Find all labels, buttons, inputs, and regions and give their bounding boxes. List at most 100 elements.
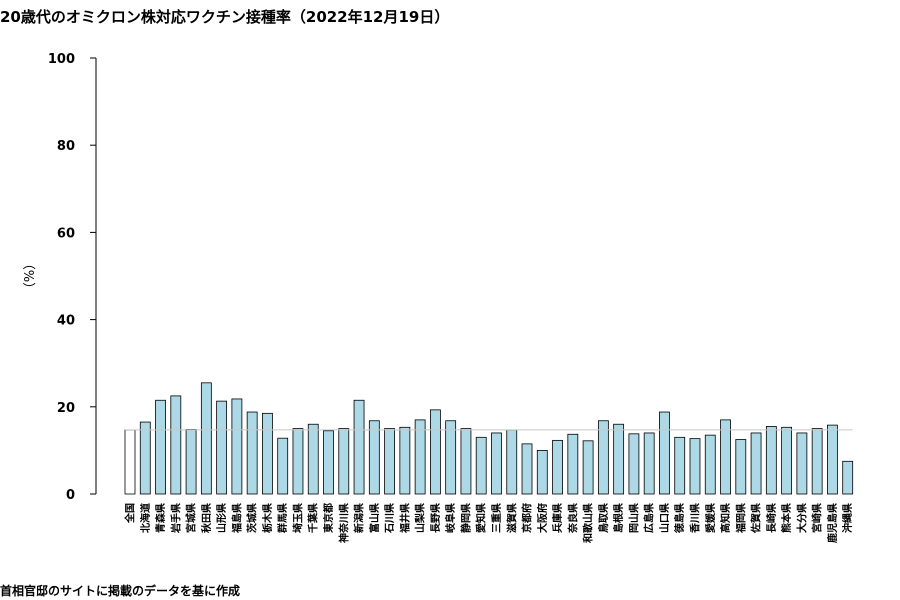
bar: [521, 443, 533, 495]
x-tick-label: 三重県: [490, 503, 503, 533]
bar: [811, 428, 823, 495]
x-axis-labels: 全国 北海道 青森県 岩手県 宮城県 秋田県 山形県 福島県 茨城県 栃木県 群馬県 埼玉県 千葉県 東京…: [124, 503, 855, 544]
bar: [704, 434, 716, 495]
x-tick-label: 北海道: [139, 503, 152, 533]
x-tick-label: 石川県: [383, 503, 396, 534]
x-tick-label: 高知県: [719, 503, 732, 533]
bar: [506, 429, 518, 495]
bar: [765, 426, 777, 495]
bar: [246, 411, 258, 495]
x-tick-label: 香川県: [688, 503, 701, 533]
y-tick-label: 20: [57, 401, 75, 416]
bar: [720, 419, 731, 495]
x-tick-label: 宮城県: [185, 503, 198, 533]
x-tick-label: 大阪府: [536, 503, 549, 533]
x-tick-label: 大分県: [795, 503, 808, 533]
x-tick-label: 鹿児島県: [826, 503, 839, 543]
x-tick-label: 山口県: [658, 503, 671, 533]
bar: [155, 399, 166, 495]
x-tick-label: 熊本県: [780, 503, 793, 533]
bar: [689, 438, 701, 495]
bar: [384, 428, 395, 495]
x-tick-label: 京都府: [521, 503, 534, 533]
bar: [307, 423, 319, 495]
bar: [292, 428, 304, 495]
bar: [781, 426, 793, 495]
bar: [567, 433, 579, 495]
chart-title: 20歳代のオミクロン株対応ワクチン接種率（2022年12月19日）: [0, 8, 450, 26]
x-tick-label: 長野県: [429, 503, 442, 533]
x-tick-label: 神奈川県: [337, 503, 350, 543]
x-tick-label: 富山県: [368, 503, 381, 533]
bar: [827, 424, 838, 495]
x-tick-label: 愛媛県: [704, 503, 717, 533]
x-tick-label: 福島県: [230, 503, 243, 534]
bar: [185, 429, 197, 495]
bar: [659, 411, 670, 495]
bar: [597, 420, 609, 495]
bar: [842, 460, 854, 495]
x-tick-label: 奈良県: [566, 503, 579, 534]
x-tick-label: 広島県: [643, 503, 656, 533]
x-tick-label: 島根県: [612, 503, 625, 533]
x-tick-label: 岐阜県: [444, 503, 457, 533]
y-axis-label: （%）: [23, 257, 38, 295]
bar: [628, 433, 640, 495]
x-tick-label: 青森県: [154, 503, 167, 533]
bar: [735, 439, 747, 495]
x-tick-label: 山梨県: [414, 503, 427, 533]
y-tick-label: 100: [48, 52, 75, 67]
x-tick-label: 岩手県: [169, 503, 182, 534]
x-tick-label: 群馬県: [276, 503, 289, 533]
bar: [796, 432, 808, 495]
bar: [353, 399, 365, 495]
x-tick-label: 東京都: [322, 503, 335, 533]
bar: [338, 428, 350, 495]
bar: [200, 382, 212, 495]
x-tick-label: 長崎県: [765, 503, 778, 533]
x-tick-label: 福井県: [398, 503, 411, 534]
bar: [552, 439, 563, 495]
x-tick-label: 愛知県: [475, 503, 488, 533]
x-tick-label: 兵庫県: [551, 503, 564, 533]
bar: [613, 423, 625, 495]
bar: [216, 400, 228, 495]
y-tick-label: 40: [57, 314, 75, 329]
bar: [460, 428, 472, 495]
bar: [475, 436, 487, 495]
bar: [323, 430, 334, 495]
bar: [368, 420, 380, 495]
bar: [536, 449, 548, 495]
x-tick-label: 宮崎県: [811, 503, 824, 533]
y-tick-label: 80: [57, 139, 75, 154]
bar: [674, 436, 686, 495]
bar: [429, 409, 441, 495]
bar: [445, 420, 457, 495]
bar: [643, 432, 655, 495]
y-axis: 0 20 40 60 80 100: [48, 52, 97, 503]
bar: [277, 437, 289, 495]
bar: [170, 395, 182, 495]
bar: [582, 440, 594, 495]
bars: [124, 382, 854, 495]
bar: [414, 419, 426, 495]
x-tick-label: 山形県: [215, 503, 228, 533]
y-tick-label: 60: [57, 226, 75, 241]
bar: [139, 421, 151, 495]
bar: [262, 412, 273, 495]
x-tick-label: 佐賀県: [750, 503, 763, 534]
x-tick-label: 埼玉県: [291, 503, 304, 533]
x-tick-label: 岡山県: [627, 503, 640, 533]
bar: [491, 432, 502, 495]
bar: [399, 426, 411, 495]
source-note: 首相官邸のサイトに掲載のデータを基に作成: [0, 584, 241, 598]
x-tick-label: 栃木県: [261, 503, 274, 533]
x-tick-label: 秋田県: [200, 503, 213, 533]
x-tick-label: 福岡県: [734, 503, 747, 534]
x-tick-label: 沖縄県: [841, 503, 854, 533]
x-tick-label: 静岡県: [459, 503, 472, 533]
x-tick-label: 千葉県: [307, 503, 320, 533]
x-tick-label: 滋賀県: [505, 503, 518, 533]
bar-national: [124, 429, 136, 495]
